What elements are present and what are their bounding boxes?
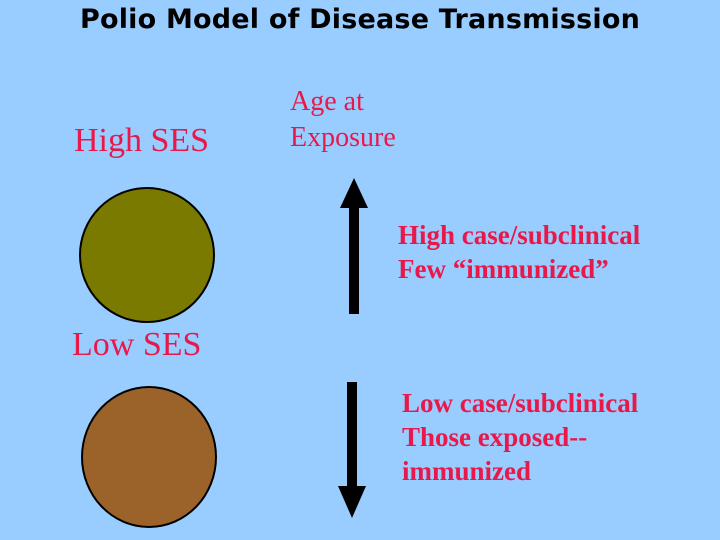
low-ses-note-line1: Low case/subclinical <box>402 388 639 418</box>
down-arrow-icon <box>338 382 366 518</box>
axis-label: Age at Exposure <box>290 84 396 156</box>
slide-title: Polio Model of Disease Transmission <box>79 4 641 35</box>
high-ses-note-line1: High case/subclinical <box>398 220 641 250</box>
high-ses-circle <box>79 187 215 323</box>
high-ses-label: High SES <box>74 122 210 159</box>
axis-label-line1: Age at <box>290 86 364 117</box>
high-ses-note-line2: Few “immunized” <box>398 254 609 284</box>
up-arrow-icon <box>340 178 368 314</box>
low-ses-note: Low case/subclinical Those exposed-- imm… <box>402 386 638 488</box>
low-ses-note-line2: Those exposed-- <box>402 422 588 452</box>
low-ses-note-line3: immunized <box>402 456 532 486</box>
low-ses-label: Low SES <box>72 326 202 363</box>
high-ses-note: High case/subclinical Few “immunized” <box>398 218 640 286</box>
low-ses-circle <box>81 386 217 528</box>
axis-label-line2: Exposure <box>290 122 396 153</box>
